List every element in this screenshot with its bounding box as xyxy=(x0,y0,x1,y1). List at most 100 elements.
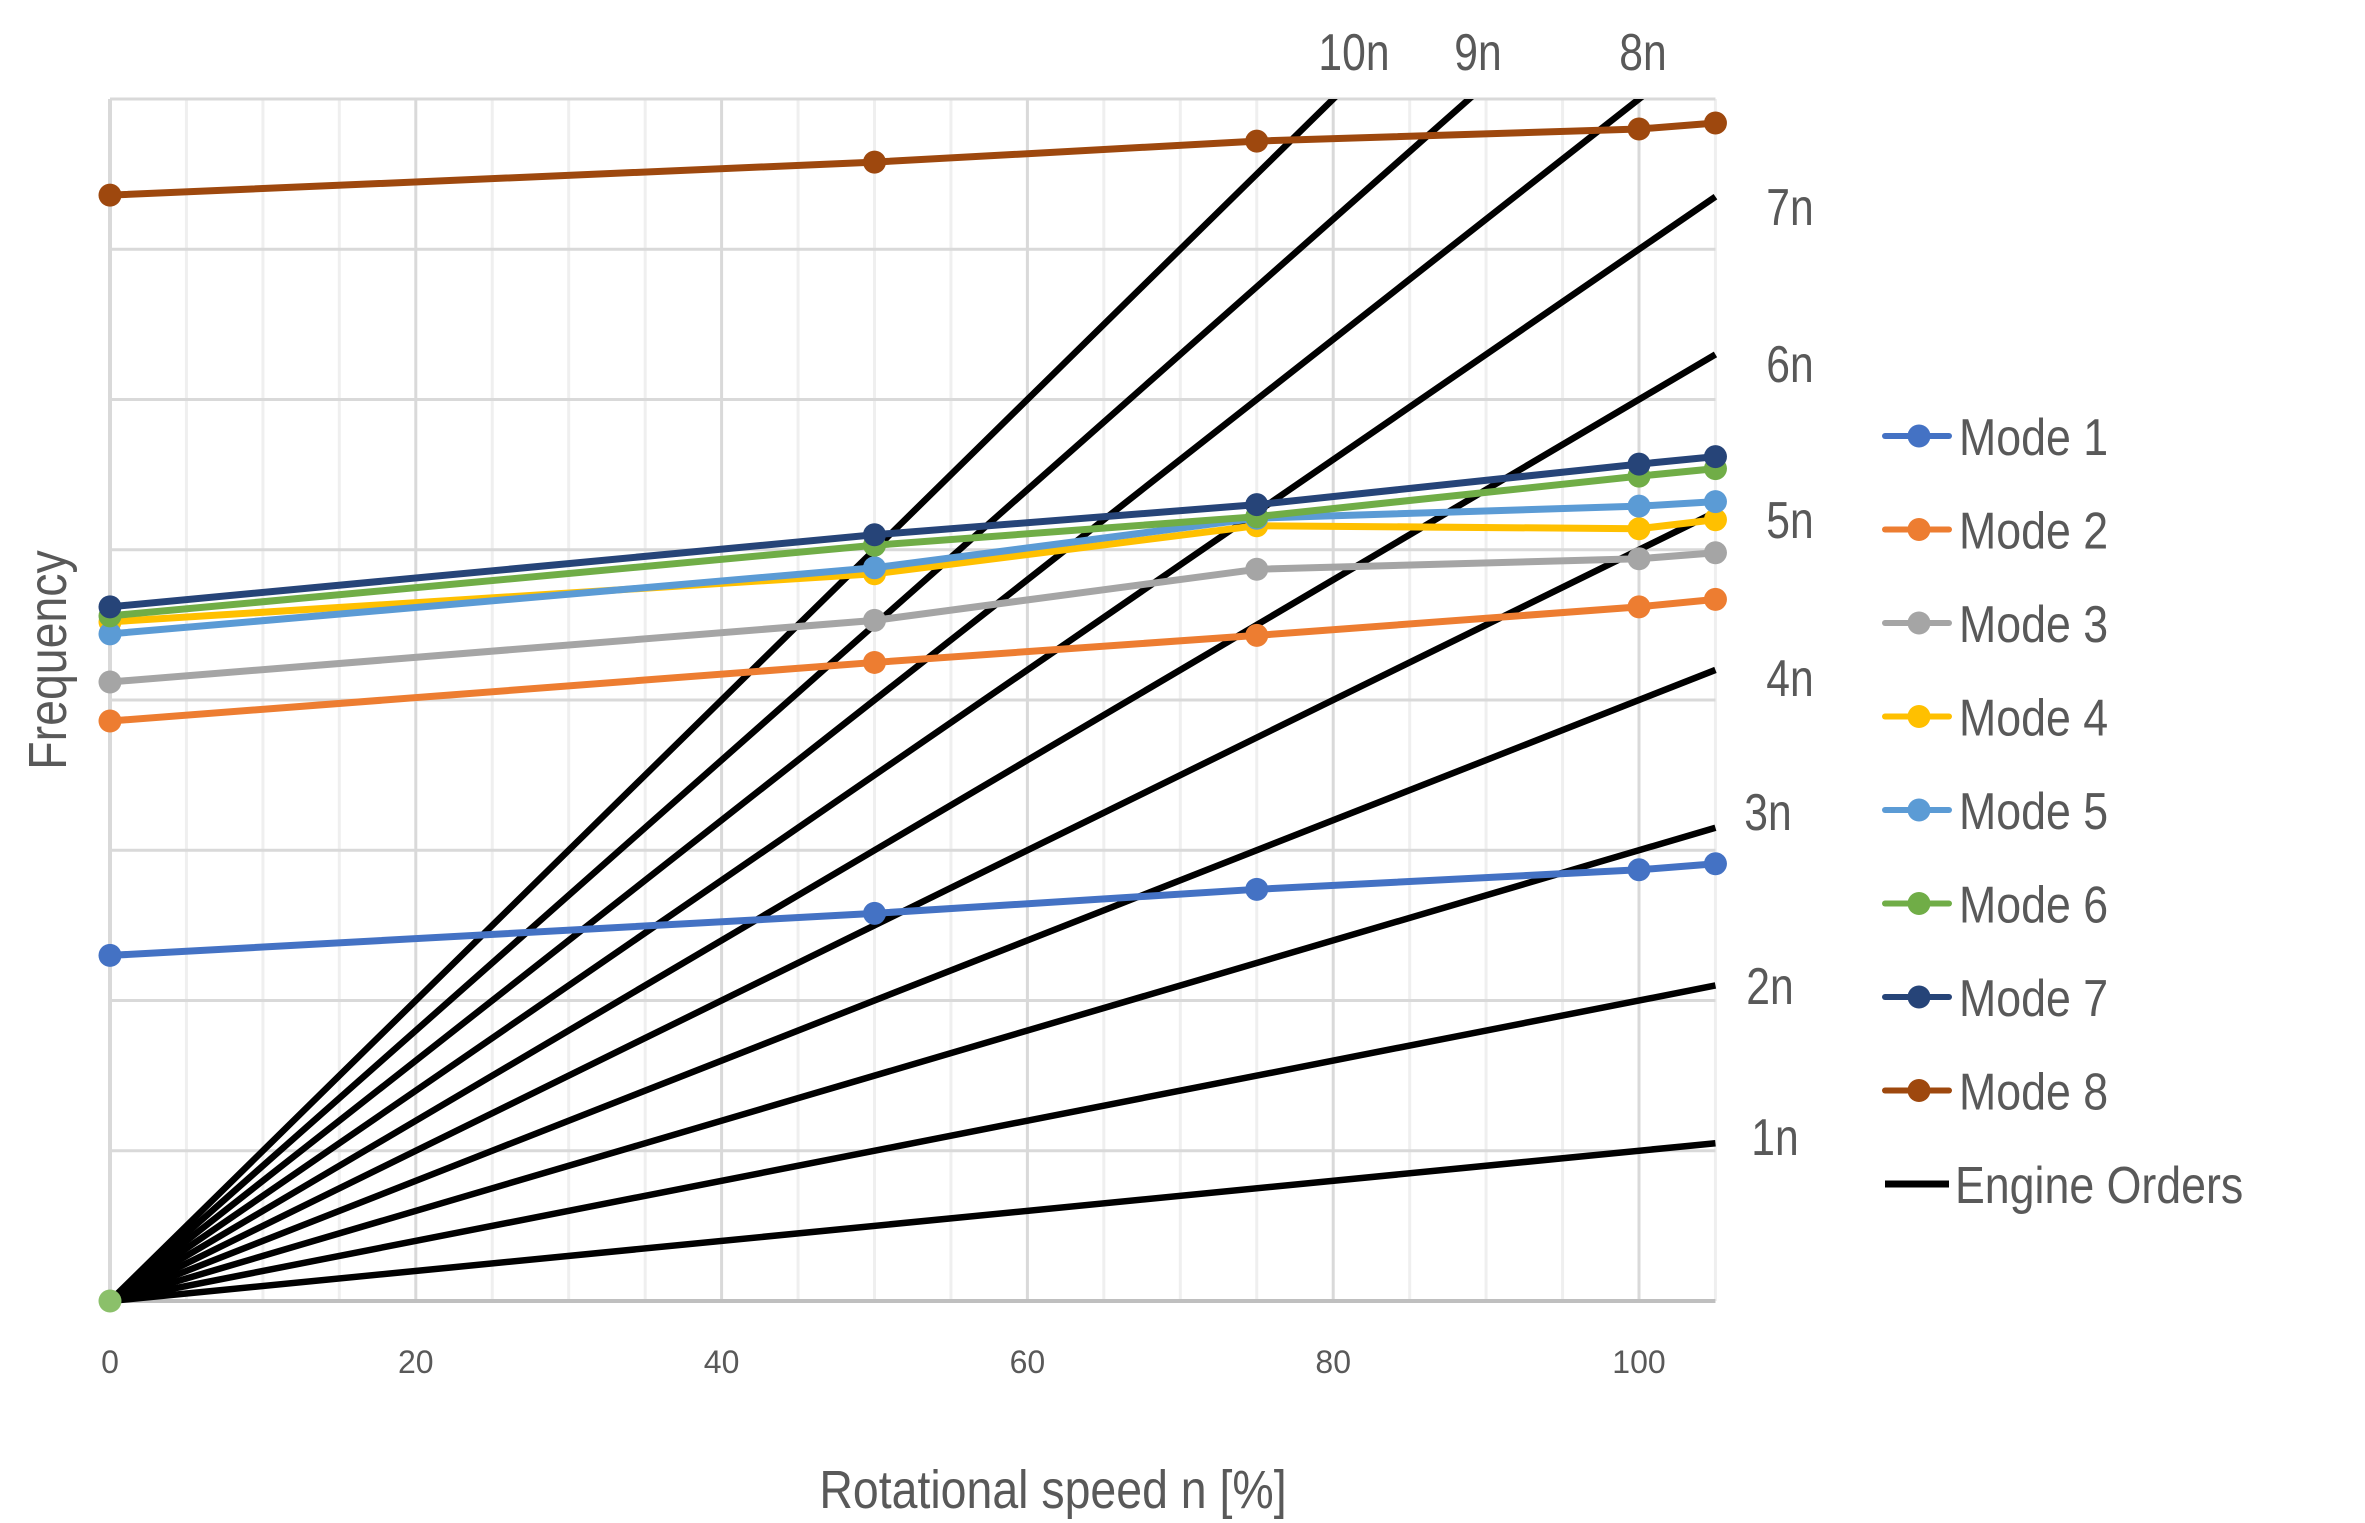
data-point xyxy=(1245,129,1269,153)
data-point xyxy=(1245,623,1269,647)
mode-series xyxy=(98,111,1727,1313)
order-label-7n: 7n xyxy=(1766,179,1813,237)
engine-order-line-1n xyxy=(109,1140,1716,1305)
data-point xyxy=(1703,587,1727,611)
order-label-3n: 3n xyxy=(1744,784,1791,842)
order-label-1n: 1n xyxy=(1751,1109,1798,1167)
series-line xyxy=(109,453,1716,611)
legend: Mode 1 Mode 2 Mode 3 Mode 4 Mode 5 Mode 6 Mode… xyxy=(1882,409,2243,1215)
data-point xyxy=(98,183,122,207)
data-point xyxy=(1703,445,1727,469)
series-mode-3 xyxy=(98,541,1727,694)
data-point xyxy=(98,709,122,733)
data-point xyxy=(1703,111,1727,135)
x-tick-label: 60 xyxy=(1010,1344,1046,1380)
engine-order-line-3n xyxy=(109,824,1717,1305)
data-point xyxy=(863,608,886,632)
engine-order-line-4n xyxy=(108,666,1717,1305)
origin-marker xyxy=(98,1289,122,1313)
series-mode-2 xyxy=(98,587,1727,733)
order-label-5n: 5n xyxy=(1766,492,1813,550)
legend-swatch-marker xyxy=(1907,705,1931,728)
x-tick-label: 100 xyxy=(1612,1344,1665,1380)
legend-swatch-marker xyxy=(1907,892,1931,915)
series-mode-8 xyxy=(98,111,1727,207)
data-point xyxy=(863,556,886,580)
data-point xyxy=(863,523,886,547)
x-tick-label: 80 xyxy=(1315,1344,1351,1380)
engine-order-line-9n xyxy=(107,99,1475,1304)
engine-order-line-5n xyxy=(108,509,1717,1304)
legend-label: Mode 3 xyxy=(1959,596,2108,654)
legend-label: Engine Orders xyxy=(1955,1157,2243,1215)
data-point xyxy=(98,670,122,694)
data-point xyxy=(1627,858,1651,882)
legend-swatch-marker xyxy=(1907,518,1931,541)
legend-item-mode-2[interactable]: Mode 2 xyxy=(1882,502,2108,560)
data-point xyxy=(863,901,886,925)
data-point xyxy=(98,595,122,619)
data-point xyxy=(1245,877,1269,901)
legend-label: Mode 5 xyxy=(1959,783,2108,841)
data-point xyxy=(1627,547,1651,571)
engine-order-line-8n xyxy=(107,99,1645,1304)
order-label-2n: 2n xyxy=(1746,958,1793,1016)
data-point xyxy=(1703,852,1727,876)
legend-item-mode-7[interactable]: Mode 7 xyxy=(1882,970,2108,1028)
legend-label: Mode 1 xyxy=(1959,409,2108,467)
engine-order-line-10n xyxy=(107,99,1338,1304)
engine-order-lines xyxy=(107,99,1718,1305)
data-point xyxy=(1627,494,1651,518)
series-mode-7 xyxy=(98,445,1727,619)
x-tick-label: 20 xyxy=(398,1344,434,1380)
legend-label: Mode 4 xyxy=(1959,689,2108,747)
legend-swatch-marker xyxy=(1907,985,1931,1009)
data-point xyxy=(863,650,886,674)
legend-swatch-marker xyxy=(1907,611,1931,635)
x-tick-label: 0 xyxy=(101,1344,119,1380)
legend-swatch-marker xyxy=(1907,1079,1931,1102)
legend-swatch-marker xyxy=(1907,798,1931,822)
data-point xyxy=(98,943,122,967)
data-point xyxy=(1703,541,1727,565)
x-tick-label: 40 xyxy=(704,1344,740,1380)
y-axis-title: Frequency xyxy=(17,550,78,770)
x-axis-title: Rotational speed n [%] xyxy=(819,1459,1286,1520)
order-label-4n: 4n xyxy=(1766,650,1813,708)
series-line xyxy=(109,860,1716,959)
legend-item-mode-3[interactable]: Mode 3 xyxy=(1882,596,2108,654)
order-label-6n: 6n xyxy=(1766,336,1813,394)
data-point xyxy=(863,150,886,174)
data-point xyxy=(1245,493,1269,517)
data-point xyxy=(1627,595,1651,619)
legend-item-engine-orders[interactable]: Engine Orders xyxy=(1885,1157,2243,1215)
engine-order-line-7n xyxy=(108,193,1718,1304)
x-axis-tick-labels: 0 20 40 60 80 100 xyxy=(101,1344,1666,1380)
order-label-8n: 8n xyxy=(1619,24,1666,82)
data-point xyxy=(1703,508,1727,532)
data-point xyxy=(1627,452,1651,476)
data-point xyxy=(1627,117,1651,141)
legend-label: Mode 2 xyxy=(1959,502,2108,560)
data-point xyxy=(1245,557,1269,581)
legend-label: Mode 7 xyxy=(1959,970,2108,1028)
legend-item-mode-5[interactable]: Mode 5 xyxy=(1882,783,2108,841)
legend-label: Mode 8 xyxy=(1959,1063,2108,1121)
gridlines xyxy=(108,97,1717,1303)
order-label-10n: 10n xyxy=(1318,24,1389,82)
series-mode-1 xyxy=(98,852,1727,967)
data-point xyxy=(1627,517,1651,541)
engine-order-line-2n xyxy=(109,982,1717,1305)
legend-item-mode-8[interactable]: Mode 8 xyxy=(1882,1063,2108,1121)
legend-item-mode-6[interactable]: Mode 6 xyxy=(1882,876,2108,934)
legend-label: Mode 6 xyxy=(1959,876,2108,934)
legend-item-mode-1[interactable]: Mode 1 xyxy=(1882,409,2108,467)
legend-swatch-marker xyxy=(1907,424,1931,448)
engine-order-labels: 1n 2n 3n 4n 5n 6n 7n 8n 9n 10n xyxy=(1318,24,1813,1167)
series-line xyxy=(109,119,1716,199)
data-point xyxy=(98,622,122,646)
data-point xyxy=(1703,490,1727,514)
order-label-9n: 9n xyxy=(1454,24,1501,82)
legend-item-mode-4[interactable]: Mode 4 xyxy=(1882,689,2108,747)
